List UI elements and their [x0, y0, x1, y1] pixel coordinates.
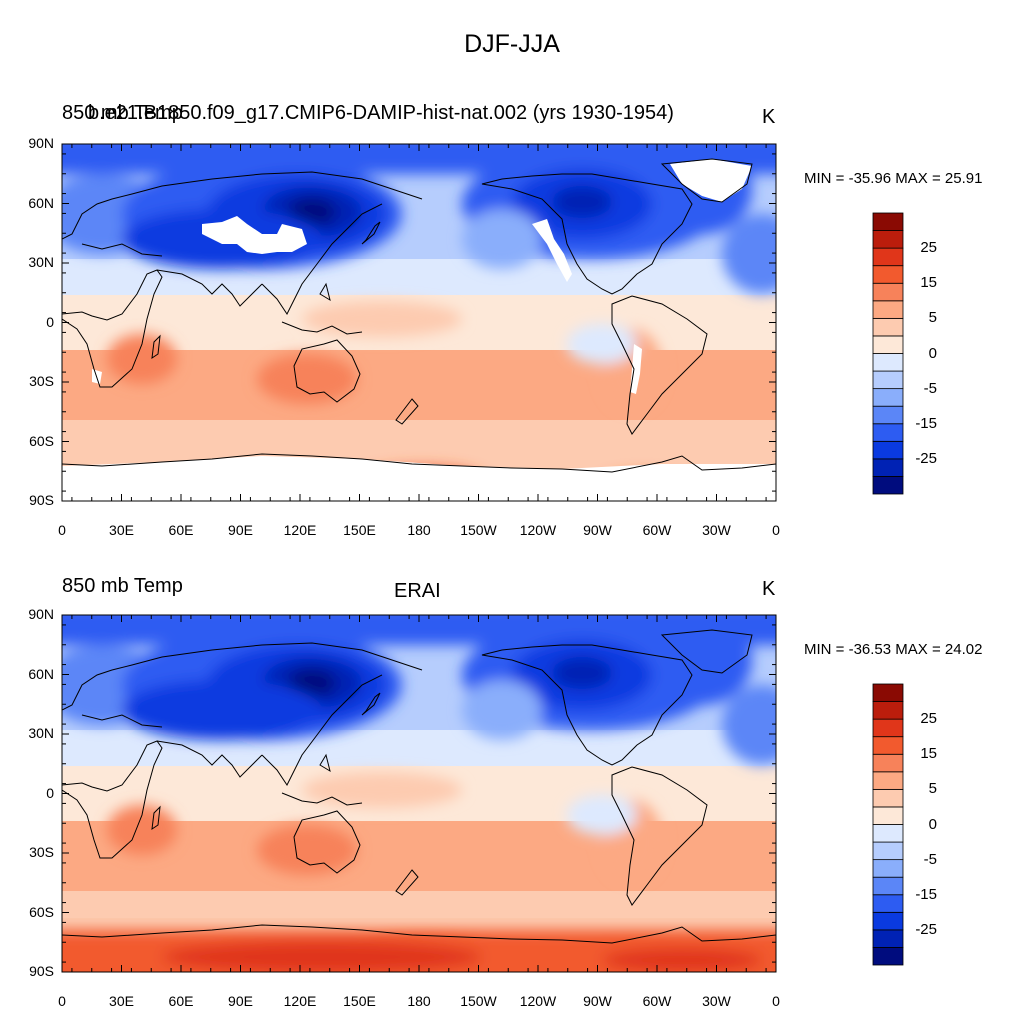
panel1-lon-tick-label: 150W — [460, 522, 497, 538]
panel1-units: K — [762, 106, 776, 128]
panel2-lat-tick-label: 90S — [29, 963, 54, 979]
panel2-colorbar-label: 5 — [928, 780, 937, 798]
panel1-missing-antarctica — [62, 456, 776, 501]
panel1-lon-tick-label: 120E — [283, 522, 317, 538]
panel1-colorbar-label: 5 — [928, 309, 937, 327]
panel2-lat-tick-label: 60S — [29, 903, 54, 920]
panel2-lon-tick-label: 0 — [58, 993, 66, 1009]
panel2-lon-tick-label: 60W — [642, 993, 672, 1009]
panel1-lat-tick-label: 30S — [29, 373, 54, 389]
panel2-min-max: MIN = -36.53 MAX = 24.02 — [804, 641, 983, 658]
panel1-colorbar-label: -15 — [915, 414, 937, 432]
panel2-lon-tick-label: 150E — [343, 993, 376, 1009]
panel2-lon-tick-label: 30W — [702, 993, 731, 1009]
panel2-left-label: 850 mb Temp — [62, 575, 183, 597]
panel2-colorbar-label: -15 — [915, 885, 937, 903]
panel1-lon-tick-label: 150E — [343, 522, 376, 538]
panel2-map — [61, 614, 777, 973]
panel1-colorbar-label: 25 — [920, 239, 937, 257]
panel2-lat-tick-label: 30N — [28, 725, 54, 741]
panel2-lon-tick-label: 0 — [772, 993, 780, 1009]
panel1-lat-tick-label: 30N — [28, 254, 54, 270]
panel1-colorbar-label: 15 — [920, 274, 937, 292]
panel1-lon-tick-label: 60W — [642, 522, 672, 538]
panel1-missing-rockies — [532, 219, 572, 282]
panel1-missing-tibet — [202, 216, 307, 254]
panel1-colorbar-label: -5 — [923, 379, 937, 397]
panel1-map — [61, 143, 777, 502]
panel2-colorbar-label: 15 — [920, 745, 937, 763]
panel2-lon-tick-label: 90E — [228, 993, 253, 1009]
panel2-units: K — [762, 578, 776, 600]
panel1-lat-tick-label: 60N — [28, 194, 54, 211]
panel1-lon-tick-label: 30E — [109, 522, 134, 538]
panel2-lon-tick-label: 60E — [168, 993, 194, 1009]
panel2-lat-tick-label: 0 — [46, 784, 54, 801]
panel1-lon-tick-label: 120W — [519, 522, 557, 538]
panel2-center-label: ERAI — [394, 580, 441, 602]
panel2-lon-tick-label: 180 — [407, 993, 431, 1009]
panel1-lon-tick-label: 180 — [407, 522, 431, 538]
panel2-lon-tick-label: 120W — [519, 993, 557, 1009]
panel2-colorbar-box — [872, 683, 904, 702]
panel1-lon-tick-label: 60E — [168, 522, 194, 538]
panel1-lon-tick-label: 0 — [58, 522, 66, 538]
panel2-lon-tick-label: 90W — [583, 993, 612, 1009]
panel1-lat-tick-label: 90N — [28, 135, 54, 151]
panel1-lat-tick-label: 0 — [46, 313, 54, 330]
figure-title: DJF-JJA — [464, 30, 560, 58]
panel1-colorbar-box — [872, 476, 904, 495]
panel2-colorbar-label: -25 — [915, 920, 937, 938]
panel1-colorbar-label: 0 — [928, 344, 937, 362]
panel2-lon-tick-label: 30E — [109, 993, 134, 1009]
panel1-lon-tick-label: 0 — [772, 522, 780, 538]
panel1-lon-tick-label: 90W — [583, 522, 612, 538]
panel2-lon-tick-label: 120E — [283, 993, 317, 1009]
panel2-colorbar-label: 0 — [928, 815, 937, 833]
panel1-colorbar-box — [872, 212, 904, 231]
panel1-min-max: MIN = -35.96 MAX = 25.91 — [804, 170, 983, 187]
panel1-lat-tick-label: 60S — [29, 432, 54, 449]
panel2-colorbar-label: 25 — [920, 710, 937, 728]
panel1-left-label: 850 mb Temp — [62, 102, 183, 124]
panel1-case-label: b.e21.B1850.f09_g17.CMIP6-DAMIP-hist-nat… — [88, 102, 674, 124]
panel1-lon-tick-label: 90E — [228, 522, 253, 538]
panel1-missing-greenland — [670, 159, 752, 202]
panel2-colorbar-box — [872, 947, 904, 966]
panel2-lon-tick-label: 150W — [460, 993, 497, 1009]
panel2-lat-tick-label: 60N — [28, 665, 54, 682]
panel1-lon-tick-label: 30W — [702, 522, 731, 538]
panel2-lat-tick-label: 30S — [29, 844, 54, 860]
panel1-missing-andes — [630, 344, 642, 394]
panel1-colorbar-label: -25 — [915, 449, 937, 467]
panel1-lat-tick-label: 90S — [29, 492, 54, 508]
panel2-colorbar-label: -5 — [923, 850, 937, 868]
panel2-lat-tick-label: 90N — [28, 606, 54, 622]
